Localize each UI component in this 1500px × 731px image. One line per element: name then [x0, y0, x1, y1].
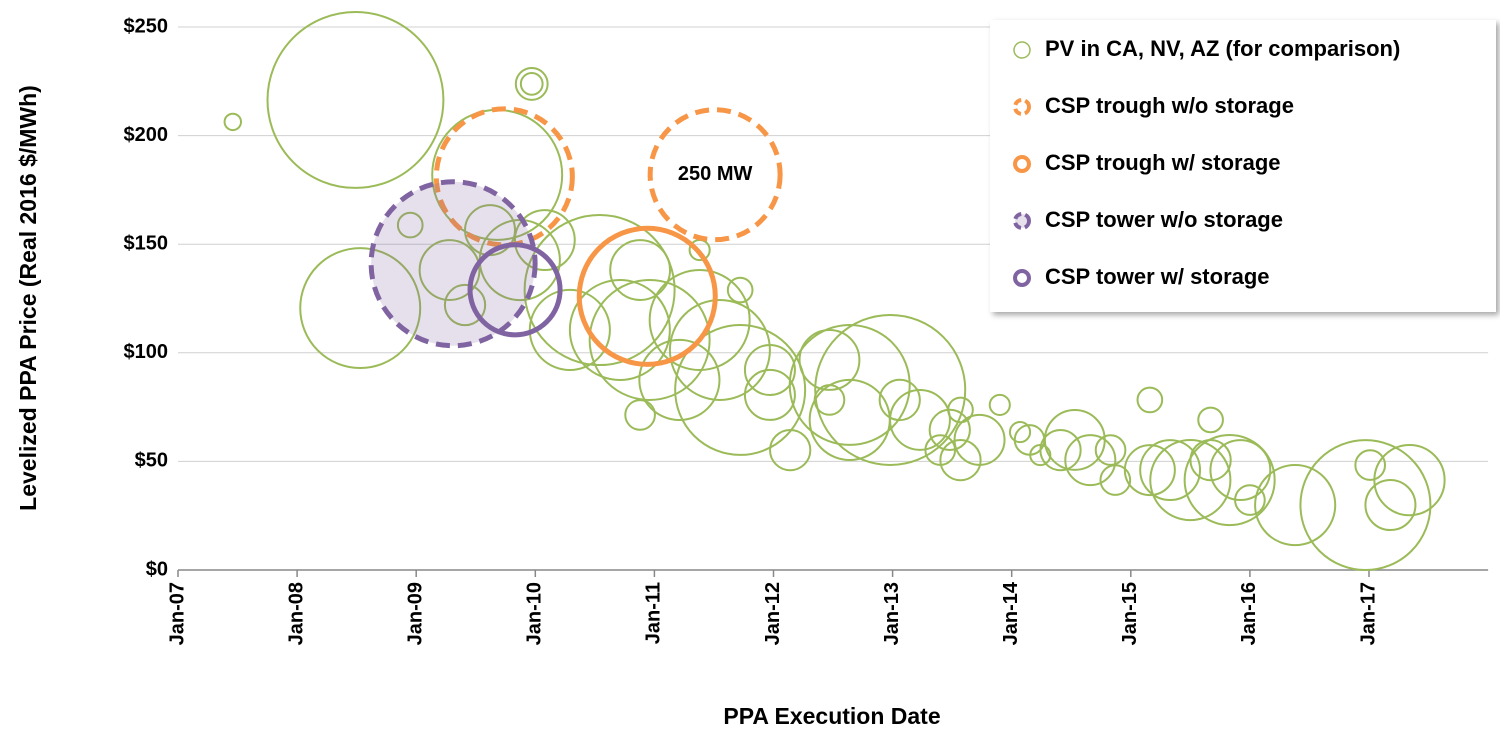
bubble [1183, 434, 1276, 527]
bubble [467, 242, 563, 338]
bubble [988, 393, 1011, 416]
bubble [788, 323, 911, 446]
bubble [1234, 484, 1266, 516]
y-tick-label: $0 [146, 558, 168, 580]
bubble [418, 239, 481, 301]
legend-label: CSP tower w/ storage [1045, 264, 1270, 289]
x-tick-label: Jan-16 [1238, 582, 1260, 645]
bubble [1197, 406, 1224, 434]
bubble [443, 283, 487, 327]
bubble [223, 112, 243, 132]
bubble [576, 225, 718, 367]
bubble [743, 343, 796, 396]
legend-marker [1013, 155, 1031, 173]
bubble [266, 11, 445, 189]
y-tick-label: $50 [135, 450, 168, 472]
y-axis-title: Levelized PPA Price (Real 2016 $/MWh) [15, 85, 41, 511]
bubble [928, 408, 971, 452]
bubble [1209, 439, 1272, 502]
x-tick-label: Jan-10 [524, 582, 546, 645]
x-tick-label: Jan-15 [1119, 582, 1141, 645]
bubble [433, 106, 575, 248]
legend-marker [1013, 98, 1031, 116]
bubble [647, 107, 783, 243]
bubble [513, 209, 576, 271]
bubble [798, 329, 861, 391]
bubble [624, 399, 656, 431]
bubble [523, 214, 676, 367]
x-axis-title: PPA Execution Date [723, 703, 940, 729]
bubble [1008, 421, 1032, 444]
bubble [514, 66, 549, 101]
x-tick-label: Jan-08 [285, 582, 307, 645]
bubble [814, 313, 967, 466]
bubble [769, 428, 812, 472]
y-tick-label: $100 [124, 341, 169, 363]
bubble [1299, 439, 1432, 572]
bubble [939, 438, 982, 482]
bubble [1354, 449, 1387, 481]
bubble [674, 323, 807, 456]
legend-marker [1013, 269, 1031, 287]
bubble [396, 211, 424, 239]
bubble [368, 179, 538, 349]
bubble [889, 388, 951, 451]
bubble [638, 338, 721, 422]
legend-marker [1013, 41, 1031, 59]
legend-box [990, 20, 1496, 312]
bubble [299, 247, 422, 370]
x-tick-label: Jan-07 [166, 582, 188, 645]
y-tick-label: $150 [124, 232, 169, 254]
bubble [648, 269, 751, 372]
bubble [1139, 439, 1202, 502]
legend-label: CSP trough w/ storage [1045, 150, 1281, 175]
bubble [568, 278, 671, 381]
bubble [1094, 434, 1127, 466]
bubble [743, 368, 796, 421]
legend-marker [1013, 212, 1031, 230]
bubble [1254, 463, 1337, 547]
x-tick-label: Jan-11 [643, 582, 665, 644]
bubble [668, 298, 771, 401]
legend-label: CSP trough w/o storage [1045, 93, 1294, 118]
bubble [726, 276, 754, 304]
x-tick-label: Jan-13 [881, 582, 903, 645]
bubble [1039, 428, 1082, 472]
bubble [519, 72, 544, 96]
bubble [1064, 434, 1117, 487]
bubble [813, 384, 846, 416]
bubble [1149, 439, 1232, 522]
bubble [878, 378, 921, 422]
x-tick-label: Jan-09 [404, 582, 426, 645]
x-tick-label: Jan-12 [762, 582, 784, 645]
bubble [1136, 386, 1164, 414]
bubble [1123, 444, 1176, 497]
y-tick-label: $250 [124, 15, 169, 37]
bubble [1364, 479, 1417, 532]
bubble [953, 413, 1006, 466]
x-tick-label: Jan-17 [1357, 582, 1379, 645]
x-tick-label: Jan-14 [1000, 581, 1022, 645]
legend-label: PV in CA, NV, AZ (for comparison) [1045, 36, 1400, 61]
y-tick-label: $200 [124, 124, 169, 146]
bubble [588, 279, 711, 401]
bubble [609, 239, 672, 301]
legend-label: CSP tower w/o storage [1045, 207, 1283, 232]
annotation: 250 MW [678, 163, 753, 185]
bubble [1099, 464, 1132, 496]
